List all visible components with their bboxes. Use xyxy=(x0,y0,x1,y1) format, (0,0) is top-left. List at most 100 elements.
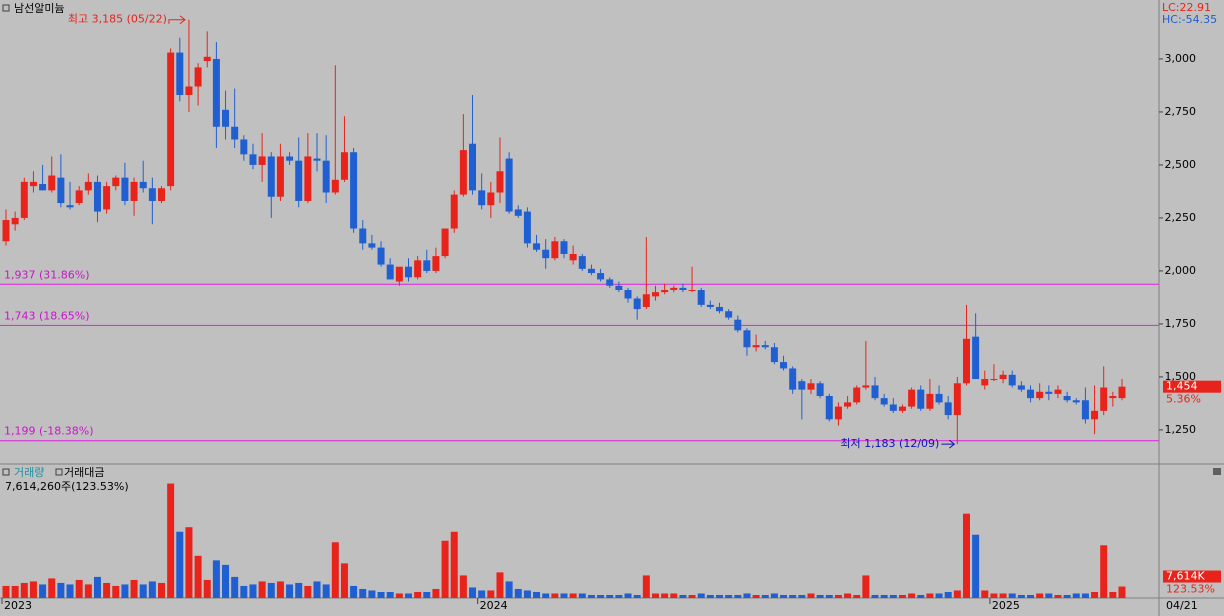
volume-bar xyxy=(1100,545,1108,598)
candle-body xyxy=(523,211,531,244)
volume-bar xyxy=(359,588,367,598)
volume-bar xyxy=(706,594,714,598)
candle-body xyxy=(478,190,486,206)
volume-bar xyxy=(651,593,659,598)
candle-body xyxy=(908,389,916,407)
level-label: 1,199 (-18.38%) xyxy=(4,425,93,438)
volume-bar xyxy=(432,588,440,598)
candle-body xyxy=(1091,410,1099,420)
high-annotation: 최고 3,185 (05/22) xyxy=(68,13,167,26)
candle-body xyxy=(93,181,101,212)
candle-body xyxy=(414,260,422,278)
volume-bar xyxy=(743,593,751,598)
volume-bar xyxy=(533,591,541,598)
close-button[interactable] xyxy=(1213,468,1221,475)
volume-bar xyxy=(761,594,769,598)
candle-body xyxy=(569,253,577,261)
candle-body xyxy=(1027,389,1035,399)
volume-bar xyxy=(816,594,824,598)
candle-body xyxy=(1072,400,1080,403)
y-tick-label: 2,250 xyxy=(1165,211,1197,224)
volume-bar xyxy=(276,581,284,598)
volume-bar xyxy=(2,585,10,598)
volume-bar xyxy=(770,593,778,598)
volume-bar xyxy=(39,584,47,598)
candle-body xyxy=(267,156,275,197)
candle-body xyxy=(1008,374,1016,386)
candle-body xyxy=(743,330,751,348)
candle-body xyxy=(651,292,659,297)
volume-bar xyxy=(313,581,321,598)
candle-body xyxy=(981,379,989,386)
candle-body xyxy=(130,181,138,201)
panel-icon xyxy=(55,468,63,476)
volume-bar xyxy=(267,582,275,598)
volume-bar xyxy=(222,564,230,598)
indicator: HC:-54.35 xyxy=(1162,13,1217,26)
volume-bar xyxy=(450,531,458,598)
candle-body xyxy=(853,387,861,403)
candle-body xyxy=(1045,391,1053,394)
candle-body xyxy=(917,389,925,409)
volume-bar xyxy=(231,576,239,598)
candle-body xyxy=(2,220,10,242)
candle-body xyxy=(789,368,797,390)
candle-body xyxy=(240,139,248,155)
candle-body xyxy=(212,58,220,127)
volume-bar xyxy=(926,593,934,598)
volume-bar xyxy=(551,593,559,598)
volume-bar xyxy=(1054,594,1062,598)
volume-bar xyxy=(148,581,156,598)
price-tag-label: 1,454 xyxy=(1166,380,1198,393)
candle-body xyxy=(560,241,568,254)
candle-body xyxy=(1036,391,1044,399)
volume-bar xyxy=(780,594,788,598)
candle-body xyxy=(39,184,47,191)
candle-body xyxy=(404,266,412,278)
volume-bar xyxy=(48,578,56,598)
volume-bar xyxy=(176,531,184,598)
candle-body xyxy=(11,217,19,225)
volume-legend: 거래대금 xyxy=(64,466,104,479)
candle-body xyxy=(304,156,312,201)
candle-body xyxy=(158,188,166,201)
volume-bar xyxy=(340,563,348,598)
candle-body xyxy=(295,160,303,201)
volume-bar xyxy=(505,581,513,598)
volume-bar xyxy=(185,527,193,598)
volume-bar xyxy=(798,594,806,598)
candle-body xyxy=(661,290,669,293)
volume-bar xyxy=(57,582,65,598)
volume-bar xyxy=(1091,591,1099,598)
volume-bar xyxy=(578,593,586,598)
volume-bar xyxy=(725,594,733,598)
candle-body xyxy=(276,156,284,197)
volume-bar xyxy=(917,594,925,598)
volume-bar xyxy=(304,585,312,598)
volume-bar xyxy=(414,591,422,598)
candle-body xyxy=(706,304,714,307)
x-tick-label: 2023 xyxy=(4,599,32,612)
volume-bar xyxy=(121,584,129,598)
low-arrow xyxy=(941,439,956,449)
change-label: 5.36% xyxy=(1166,393,1201,406)
candle-body xyxy=(624,290,632,299)
volume-bar xyxy=(322,584,330,598)
candle-body xyxy=(953,383,961,416)
candle-body xyxy=(231,126,239,140)
volume-bar xyxy=(112,585,120,598)
candle-body xyxy=(1017,385,1025,390)
volume-tag-label: 7,614K xyxy=(1166,570,1205,583)
candle-body xyxy=(761,345,769,348)
y-tick-label: 2,750 xyxy=(1165,105,1197,118)
candle-body xyxy=(249,154,257,165)
candle-body xyxy=(432,256,440,271)
candle-body xyxy=(350,152,358,229)
volume-bar xyxy=(642,575,650,598)
volume-bar xyxy=(853,594,861,598)
volume-bar xyxy=(350,585,358,598)
volume-bar xyxy=(84,584,92,598)
indicator: LC:22.91 xyxy=(1162,1,1211,14)
candle-body xyxy=(148,188,156,201)
candle-body xyxy=(459,150,467,195)
